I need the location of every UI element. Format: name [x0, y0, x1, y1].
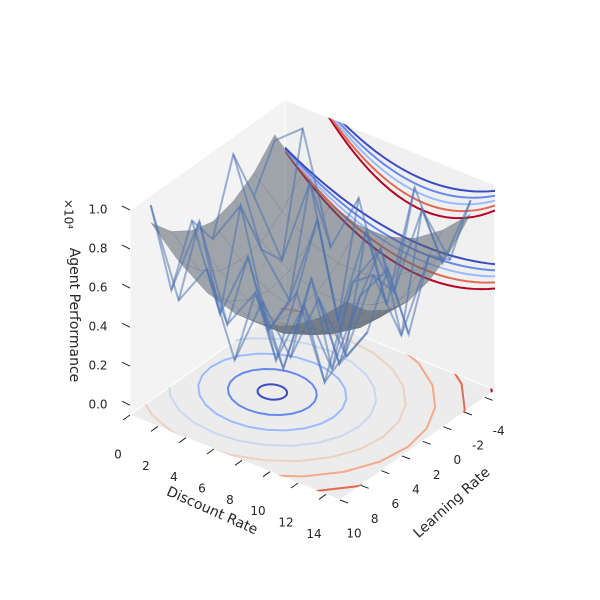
wall-contour [285, 100, 495, 199]
x-tick-label: -2 [472, 439, 484, 453]
z-tick [121, 205, 131, 211]
y-tick [290, 482, 299, 489]
wall-contour [285, 146, 495, 266]
floor-contour [197, 352, 348, 432]
wireframe-line [149, 140, 276, 294]
x-tick [360, 484, 369, 489]
y-tick [122, 414, 131, 421]
y-tick [234, 459, 243, 466]
y-tick-label: 4 [170, 470, 178, 484]
z-tick [121, 283, 131, 289]
z-tick-label: 1.0 [88, 203, 107, 217]
z-axis-label: Agent Performance [66, 248, 82, 383]
y-tick-label: 2 [142, 459, 150, 473]
wireframe-line [205, 181, 332, 333]
x-tick [463, 411, 473, 416]
floor-contour [226, 367, 318, 417]
y-tick-label: 12 [278, 516, 293, 530]
y-tick-label: 8 [226, 493, 234, 507]
wireframe-line [149, 204, 348, 363]
y-tick [262, 471, 271, 478]
y-tick-label: 6 [198, 482, 206, 496]
floor-contour [256, 383, 289, 401]
x-tick-label: 4 [412, 483, 420, 497]
z-tick [121, 400, 131, 406]
x-tick [484, 396, 493, 401]
z-tick [121, 244, 131, 250]
wireframe-line [211, 203, 410, 386]
z-tick-label: 0.0 [88, 398, 107, 412]
x-tick-label: 6 [392, 497, 400, 511]
x-tick-label: -4 [493, 424, 505, 438]
plot-area [149, 127, 472, 386]
y-tick [318, 493, 327, 500]
wireframe-line [345, 200, 472, 358]
z-tick-label: 0.2 [88, 359, 107, 373]
wireframe-line [233, 197, 360, 364]
y-tick [206, 448, 215, 455]
x-tick [401, 455, 411, 460]
wireframe-line [261, 231, 388, 385]
z-tick-label: 0.8 [88, 242, 107, 256]
y-axis-label: Discount Rate [164, 484, 260, 538]
y-tick [150, 425, 159, 432]
z-tick-label: 0.4 [88, 320, 107, 334]
x-tick-label: 10 [346, 527, 361, 541]
x-tick-label: 2 [433, 468, 441, 482]
x-tick [381, 470, 390, 475]
y-tick [178, 437, 187, 444]
x-tick [443, 426, 452, 431]
z-tick [121, 322, 131, 328]
y-tick-label: 10 [250, 504, 265, 518]
wireframe-line [317, 205, 444, 368]
z-tick [121, 361, 131, 367]
wireframe-line [253, 178, 451, 323]
z-offset-label: ×10⁴ [62, 199, 76, 229]
wireframe-line [289, 187, 416, 370]
x-tick [339, 499, 349, 504]
x-tick-label: 8 [371, 512, 379, 526]
x-tick [422, 440, 431, 445]
y-tick-label: 0 [114, 448, 122, 462]
y-tick-label: 14 [306, 527, 321, 541]
wireframe-line [177, 128, 304, 315]
x-axis-label: Learning Rate [410, 464, 493, 541]
x-tick-label: 0 [454, 453, 462, 467]
wall-contour [285, 100, 495, 193]
z-tick-label: 0.6 [88, 281, 107, 295]
